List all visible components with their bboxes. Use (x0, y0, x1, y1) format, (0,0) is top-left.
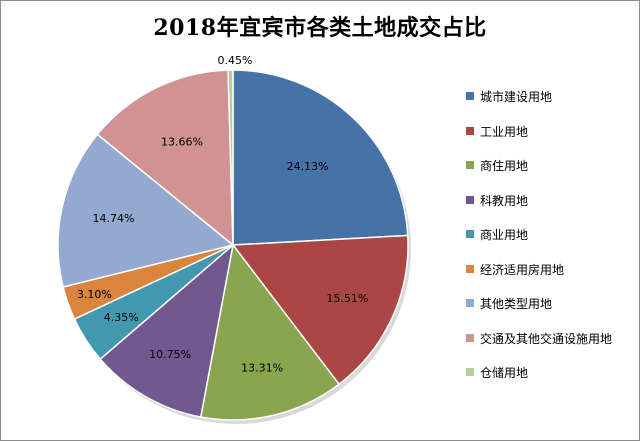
data-label-1: 24.13% (287, 160, 329, 173)
legend-swatch (466, 92, 474, 100)
pie-slice-8 (96, 69, 234, 247)
data-label-8: 13.66% (161, 135, 203, 148)
data-label-3: 13.31% (241, 362, 283, 375)
legend-label: 仓储用地 (480, 366, 529, 380)
legend-swatch (466, 126, 474, 135)
pie-slice-2 (231, 234, 409, 386)
legend-swatch (466, 299, 474, 307)
data-label-5: 4.35% (104, 311, 139, 324)
chart-title: 2018年宜宾市各类土地成交占比 (153, 15, 487, 41)
legend-swatch (466, 368, 474, 376)
pie-slice-7 (57, 133, 235, 288)
legend-item-9: 仓储用地 (466, 364, 612, 399)
legend-swatch (466, 333, 474, 342)
legend-item-1: 城市建设用地 (466, 88, 612, 123)
legend-label: 工业用地 (480, 124, 529, 139)
data-label-9: 0.45% (218, 54, 253, 67)
legend-item-2: 工业用地 (466, 123, 612, 158)
legend-label: 其他类型用地 (480, 297, 553, 311)
legend-label: 商住用地 (480, 159, 529, 173)
data-label-2: 15.51% (326, 292, 368, 305)
legend-label: 科教用地 (480, 193, 529, 208)
pie-slice-3 (199, 243, 341, 421)
chart-legend: 城市建设用地 工业用地商住用地科教用地商业用地经济适用房用地 其他类型用地交通及其他… (466, 88, 612, 399)
legend-swatch (466, 161, 474, 169)
legend-label: 商业用地 (480, 228, 529, 242)
legend-label: 经济适用房用地 (480, 262, 565, 277)
pie-slice-9 (227, 69, 234, 246)
legend-swatch (466, 230, 474, 238)
legend-item-4: 科教用地 (466, 192, 612, 227)
legend-label: 城市建设用地 (480, 90, 553, 104)
legend-swatch (466, 195, 474, 204)
data-label-7: 14.74% (93, 212, 135, 225)
legend-swatch (466, 264, 474, 273)
legend-item-8: 交通及其他交通设施用地 (466, 330, 612, 365)
legend-label: 交通及其他交通设施用地 (480, 331, 613, 346)
pie-slice-4 (99, 243, 235, 418)
pie-slice-1 (232, 69, 409, 246)
legend-item-6: 经济适用房用地 (466, 261, 612, 296)
legend-item-5: 商业用地 (466, 226, 612, 261)
data-label-4: 10.75% (149, 348, 191, 361)
legend-item-3: 商住用地 (466, 157, 612, 192)
data-label-6: 3.10% (77, 288, 112, 301)
legend-item-7: 其他类型用地 (466, 295, 612, 330)
